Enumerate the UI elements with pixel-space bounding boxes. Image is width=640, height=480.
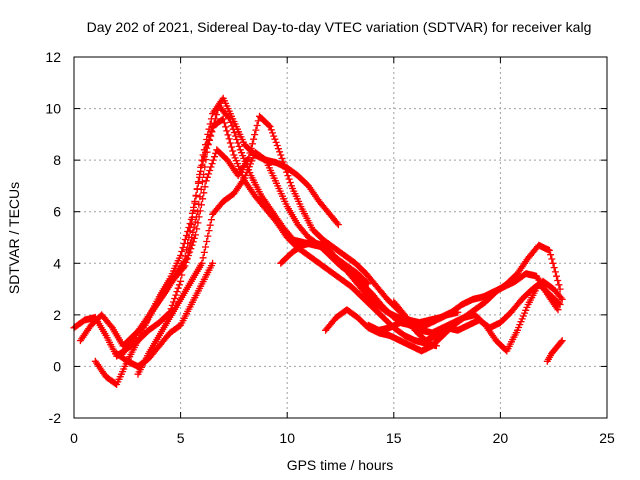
grid — [73, 56, 608, 419]
x-axis-label: GPS time / hours — [287, 457, 394, 473]
data-point-markers — [543, 337, 566, 365]
series-trace-10 — [390, 277, 566, 345]
y-tick-label: 0 — [53, 358, 61, 374]
y-tick-label: 10 — [45, 101, 61, 117]
data-point-markers — [76, 102, 372, 350]
series-trace-7 — [277, 239, 562, 327]
x-tick-label: 25 — [599, 430, 615, 446]
y-axis-label: SDTVAR / TECUs — [6, 182, 22, 294]
data-point-markers — [322, 241, 564, 355]
plot-frame — [73, 56, 608, 419]
data-point-markers — [277, 239, 562, 327]
y-tick-label: 8 — [53, 152, 61, 168]
x-tick-label: 20 — [493, 430, 509, 446]
chart-title: Day 202 of 2021, Sidereal Day-to-day VTE… — [87, 19, 592, 35]
y-tick-label: -2 — [49, 410, 62, 426]
data-layer — [70, 94, 566, 388]
series-trace-3 — [91, 115, 440, 388]
data-point-markers — [91, 115, 440, 388]
series-trace-11 — [543, 337, 566, 365]
series-trace-8 — [322, 241, 564, 355]
y-tick-label: 12 — [45, 49, 61, 65]
y-tick-label: 2 — [53, 307, 61, 323]
series-trace-2 — [76, 102, 372, 350]
x-tick-label: 10 — [279, 430, 295, 446]
y-tick-label: 6 — [53, 204, 61, 220]
x-tick-label: 0 — [70, 430, 78, 446]
series-trace-6 — [113, 259, 217, 370]
data-point-markers — [390, 277, 566, 345]
x-tick-label: 15 — [386, 430, 402, 446]
x-tick-label: 5 — [177, 430, 185, 446]
y-tick-label: 4 — [53, 255, 61, 271]
data-point-markers — [113, 259, 217, 370]
ticks: 0 5 10 15 20 25 -2 0 2 4 6 8 10 12 — [45, 49, 615, 446]
